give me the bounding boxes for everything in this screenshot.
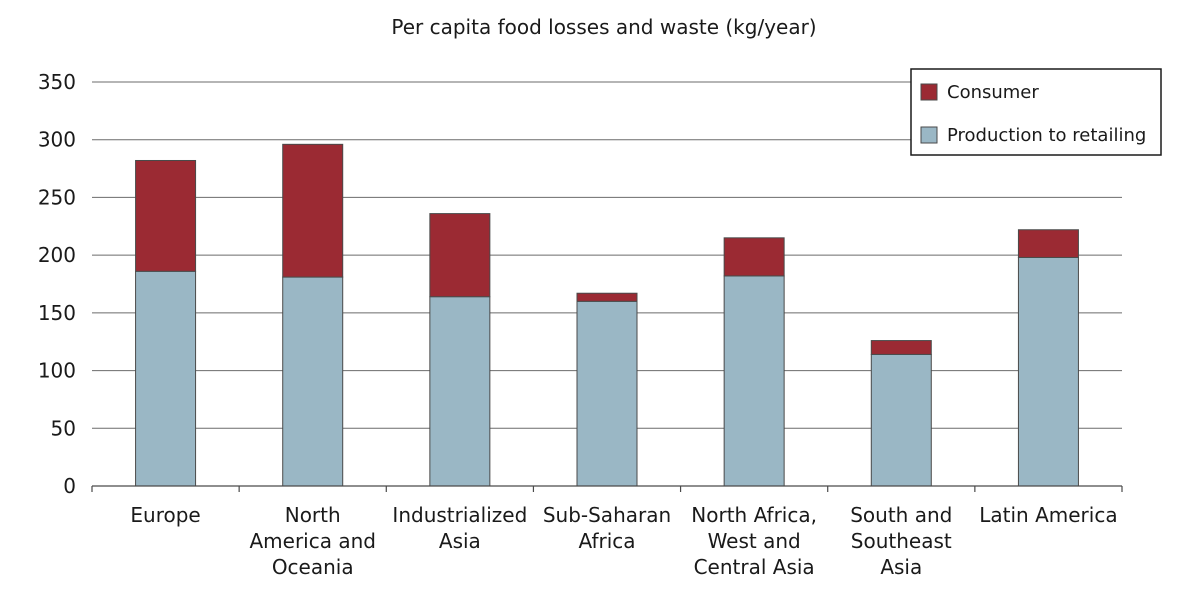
bar-production [135, 270, 197, 487]
bar-consumer [870, 340, 932, 355]
y-tick-label: 0 [63, 474, 76, 498]
y-tick-label: 100 [38, 359, 76, 383]
legend-swatch [920, 83, 938, 101]
x-category-label: Europe [130, 503, 200, 527]
x-category-label: North America and Oceania [249, 503, 375, 579]
x-category-label-line: Latin America [979, 503, 1117, 527]
bar-consumer [576, 292, 638, 302]
y-tick-label: 150 [38, 301, 76, 325]
x-category-label-line: Southeast [851, 529, 952, 553]
bar-consumer [282, 143, 344, 278]
x-category-label: South and Southeast Asia [850, 503, 952, 579]
bar-production [576, 300, 638, 487]
bar-production [723, 275, 785, 487]
x-category-label: Industrialized Asia [392, 503, 527, 553]
bar-consumer [135, 159, 197, 272]
bar-consumer [723, 237, 785, 277]
x-category-label: Latin America [979, 503, 1117, 527]
legend: Consumer Production to retailing [910, 68, 1162, 156]
x-category-label-line: Asia [439, 529, 481, 553]
x-category-label-line: Africa [578, 529, 635, 553]
y-axis-ticks: 0 50 100 150 200 250 300 350 [38, 70, 76, 498]
bar-production [870, 353, 932, 487]
x-category-label: North Africa, West and Central Asia [691, 503, 817, 579]
y-tick-label: 300 [38, 128, 76, 152]
x-category-label-line: West and [708, 529, 801, 553]
x-category-label-line: Central Asia [694, 555, 815, 579]
bar-consumer [1017, 229, 1079, 258]
y-tick-label: 350 [38, 70, 76, 94]
x-category-label-line: Asia [880, 555, 922, 579]
x-category-label-line: Sub-Saharan [543, 503, 671, 527]
legend-label: Production to retailing [947, 125, 1146, 146]
x-category-label-line: Industrialized [392, 503, 527, 527]
x-category-label: Sub-Saharan Africa [543, 503, 671, 553]
bar-production [282, 276, 344, 487]
legend-label: Consumer [947, 82, 1039, 103]
bar-production [1017, 256, 1079, 487]
bars [135, 143, 1079, 487]
x-category-label-line: America and [249, 529, 375, 553]
x-category-label-line: Europe [130, 503, 200, 527]
x-category-label-line: North [285, 503, 341, 527]
x-category-label-line: North Africa, [691, 503, 817, 527]
y-tick-label: 50 [51, 416, 76, 440]
y-tick-label: 200 [38, 243, 76, 267]
legend-box [910, 68, 1162, 156]
y-tick-label: 250 [38, 185, 76, 209]
chart-title: Per capita food losses and waste (kg/yea… [391, 15, 816, 39]
bar-production [429, 296, 491, 487]
x-category-label-line: South and [850, 503, 952, 527]
x-category-label-line: Oceania [272, 555, 354, 579]
legend-swatch [920, 126, 938, 144]
x-axis: Europe North America and Oceania Industriali… [91, 485, 1123, 579]
bar-consumer [429, 213, 491, 298]
